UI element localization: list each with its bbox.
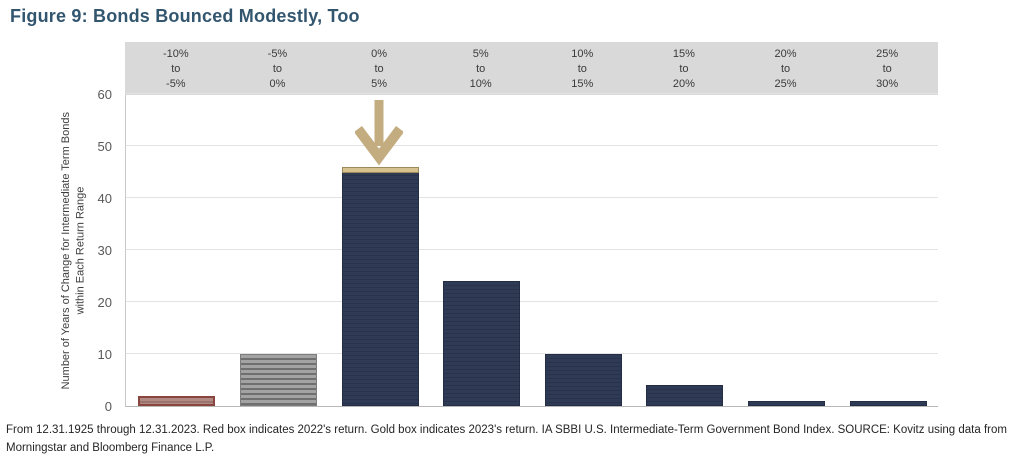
- y-tick-label-20: 20: [97, 295, 112, 310]
- y-axis-tick-labels: 0 10 20 30 40 50 60: [86, 87, 118, 414]
- y-axis-title-wrap: Number of Years of Change for Intermedia…: [58, 88, 88, 414]
- gridline-40: [126, 197, 938, 198]
- gridline-30: [126, 249, 938, 250]
- bar-7: [849, 400, 927, 406]
- return-range-label-2: 0% to 5%: [371, 48, 388, 90]
- y-tick-label-50: 50: [97, 139, 112, 154]
- y-tick-label-60: 60: [97, 87, 112, 102]
- bar-4: [544, 354, 622, 406]
- plot-area: [125, 93, 938, 407]
- return-range-label-5: 15% to 20%: [672, 48, 695, 90]
- gridline-50: [126, 145, 938, 146]
- return-range-label-1: -5% to 0%: [267, 48, 288, 90]
- return-range-label-3: 5% to 10%: [469, 48, 492, 90]
- y-tick-label-10: 10: [97, 347, 112, 362]
- return-range-header-band: -10% to -5% -5% to 0% 0% to 5% 5% to 10% 10%…: [125, 42, 938, 95]
- source-footnote: From 12.31.1925 through 12.31.2023. Red …: [6, 424, 1007, 455]
- bar-2: [341, 166, 419, 406]
- bar-3: [443, 281, 521, 406]
- return-range-label-7: 25% to 30%: [876, 48, 899, 90]
- y-tick-label-40: 40: [97, 191, 112, 206]
- bar-0: [138, 395, 216, 406]
- bar-5: [646, 385, 724, 406]
- bar-1: [239, 354, 317, 406]
- return-range-label-4: 10% to 15%: [571, 48, 594, 90]
- return-range-label-6: 20% to 25%: [774, 48, 797, 90]
- gridline-10: [126, 353, 938, 354]
- gridline-20: [126, 301, 938, 302]
- gold-arrow-down-icon: [355, 100, 404, 166]
- gridline-60: [126, 93, 938, 94]
- y-axis-title: Number of Years of Change for Intermedia…: [59, 112, 86, 390]
- return-range-label-0: -10% to -5%: [162, 48, 189, 90]
- y-tick-label-30: 30: [97, 243, 112, 258]
- gold-box-2023: [341, 166, 419, 173]
- y-tick-label-0: 0: [104, 399, 112, 414]
- bar-6: [748, 400, 826, 406]
- figure-title: Figure 9: Bonds Bounced Modestly, Too: [10, 6, 360, 26]
